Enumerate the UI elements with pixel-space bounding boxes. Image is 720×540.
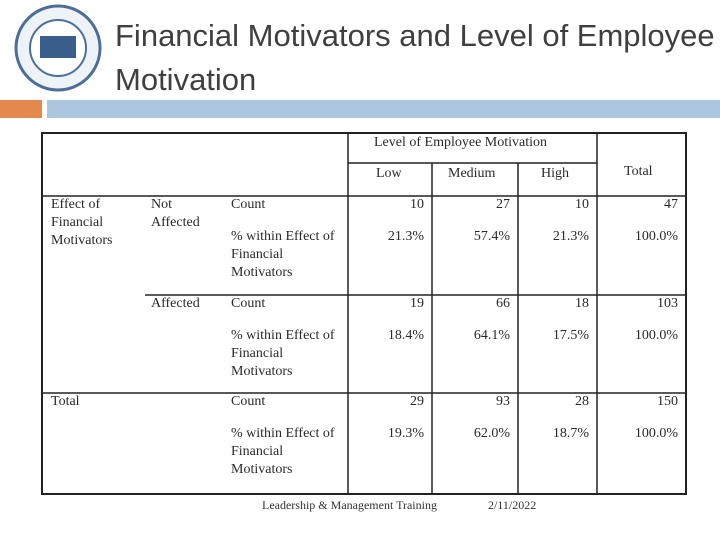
accent-block bbox=[0, 100, 42, 118]
percent-cell: 62.0% bbox=[473, 426, 510, 441]
count-cell: 66 bbox=[496, 296, 510, 311]
row-label: Not Affected bbox=[151, 197, 200, 230]
percent-cell: 64.1% bbox=[473, 328, 510, 343]
percent-cell: 19.3% bbox=[387, 426, 424, 441]
column-header: Low bbox=[376, 166, 402, 181]
stat-label: % within Effect of Financial Motivators bbox=[231, 426, 335, 477]
percent-cell: 18.7% bbox=[552, 426, 589, 441]
percent-cell: 21.3% bbox=[552, 229, 589, 244]
footer-text: Leadership & Management Training bbox=[262, 498, 437, 512]
percent-cell: 100.0% bbox=[634, 229, 678, 244]
count-cell: 10 bbox=[575, 197, 589, 212]
count-cell: 27 bbox=[496, 197, 510, 212]
stat-label: Count bbox=[231, 197, 266, 212]
accent-bar bbox=[47, 100, 720, 118]
stat-label: % within Effect of Financial Motivators bbox=[231, 229, 335, 280]
count-cell: 103 bbox=[657, 296, 678, 311]
count-cell: 19 bbox=[410, 296, 424, 311]
stat-label: Count bbox=[231, 394, 266, 409]
column-group-header: Level of Employee Motivation bbox=[374, 135, 548, 150]
stat-label: Count bbox=[231, 296, 266, 311]
percent-cell: 100.0% bbox=[634, 426, 678, 441]
percent-cell: 100.0% bbox=[634, 328, 678, 343]
footer-date: 2/11/2022 bbox=[488, 498, 537, 512]
count-cell: 28 bbox=[575, 394, 589, 409]
count-cell: 93 bbox=[496, 394, 510, 409]
count-cell: 29 bbox=[410, 394, 424, 409]
slide-title: Financial Motivators and Level of Employ… bbox=[115, 18, 715, 97]
column-header: Medium bbox=[448, 166, 496, 181]
percent-cell: 57.4% bbox=[473, 229, 510, 244]
logo-emblem bbox=[40, 36, 76, 58]
row-group-label: Effect of Financial Motivators bbox=[51, 197, 113, 248]
percent-cell: 21.3% bbox=[387, 229, 424, 244]
column-header: Total bbox=[624, 164, 653, 179]
row-label: Total bbox=[51, 394, 80, 409]
count-cell: 150 bbox=[657, 394, 678, 409]
count-cell: 47 bbox=[664, 197, 678, 212]
stat-label: % within Effect of Financial Motivators bbox=[231, 328, 335, 379]
column-header: High bbox=[541, 166, 569, 181]
percent-cell: 18.4% bbox=[387, 328, 424, 343]
percent-cell: 17.5% bbox=[552, 328, 589, 343]
table-grid bbox=[41, 132, 687, 495]
count-cell: 10 bbox=[410, 197, 424, 212]
row-label: Affected bbox=[151, 296, 200, 311]
count-cell: 18 bbox=[575, 296, 589, 311]
